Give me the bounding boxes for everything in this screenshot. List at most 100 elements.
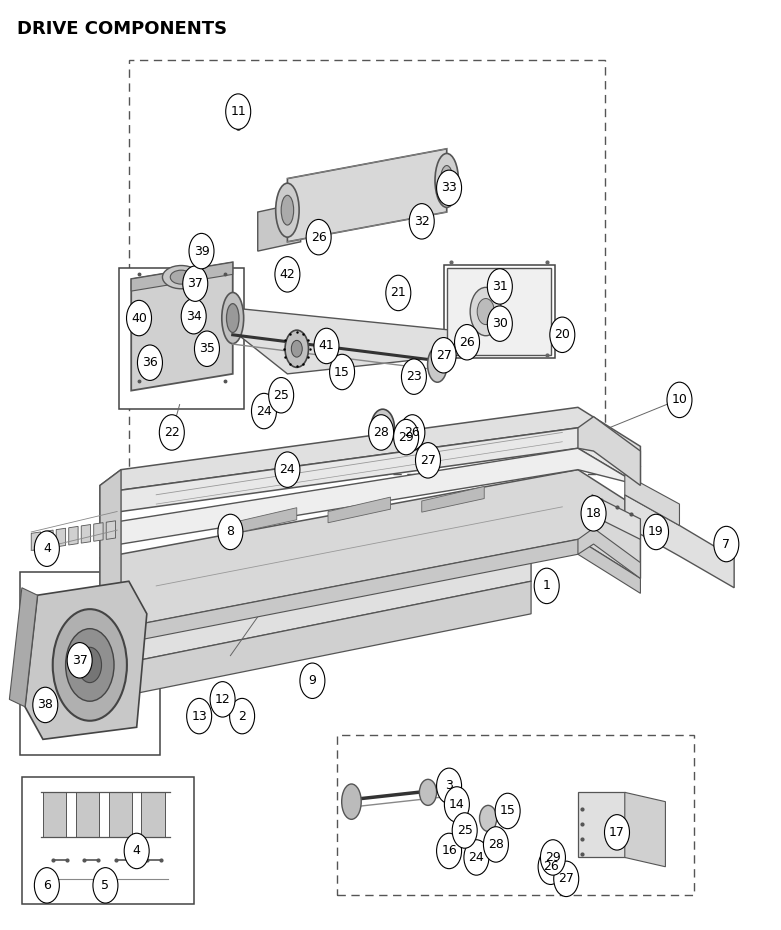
- Text: 28: 28: [373, 426, 389, 439]
- Text: 13: 13: [191, 710, 207, 723]
- Ellipse shape: [400, 415, 425, 450]
- Text: 21: 21: [390, 286, 406, 299]
- Text: 33: 33: [441, 181, 457, 194]
- Polygon shape: [131, 262, 233, 391]
- Ellipse shape: [419, 779, 437, 805]
- Ellipse shape: [480, 805, 497, 831]
- Polygon shape: [100, 428, 640, 525]
- Polygon shape: [31, 532, 41, 551]
- Text: 17: 17: [609, 826, 625, 839]
- Text: 3: 3: [445, 779, 453, 792]
- Polygon shape: [578, 792, 625, 857]
- Ellipse shape: [78, 647, 102, 683]
- Text: 28: 28: [488, 838, 504, 851]
- Ellipse shape: [667, 382, 692, 418]
- Text: 26: 26: [459, 336, 475, 349]
- Polygon shape: [241, 309, 475, 374]
- Bar: [109, 792, 132, 837]
- Ellipse shape: [269, 378, 294, 413]
- Ellipse shape: [409, 204, 434, 239]
- Ellipse shape: [437, 768, 462, 804]
- Ellipse shape: [554, 861, 579, 897]
- Ellipse shape: [300, 663, 325, 698]
- Polygon shape: [116, 581, 531, 698]
- Ellipse shape: [714, 526, 739, 562]
- Ellipse shape: [189, 233, 214, 269]
- Ellipse shape: [291, 340, 302, 357]
- Ellipse shape: [428, 347, 447, 382]
- Text: 30: 30: [492, 317, 508, 330]
- Ellipse shape: [52, 609, 127, 721]
- Text: 38: 38: [37, 698, 53, 711]
- Ellipse shape: [124, 833, 149, 869]
- Polygon shape: [56, 528, 66, 547]
- Ellipse shape: [33, 687, 58, 723]
- Polygon shape: [100, 470, 121, 644]
- Text: 36: 36: [142, 356, 158, 369]
- Text: 12: 12: [215, 693, 230, 706]
- Polygon shape: [100, 448, 640, 558]
- Ellipse shape: [477, 299, 494, 325]
- Bar: [119, 268, 244, 409]
- Ellipse shape: [34, 531, 59, 566]
- Text: 4: 4: [43, 542, 51, 555]
- Ellipse shape: [222, 292, 244, 344]
- Polygon shape: [578, 528, 640, 578]
- Bar: [141, 792, 165, 837]
- Text: 23: 23: [406, 370, 422, 383]
- Polygon shape: [625, 792, 665, 867]
- Text: 20: 20: [555, 328, 570, 341]
- Text: 24: 24: [256, 405, 272, 418]
- Text: 27: 27: [436, 349, 451, 362]
- Ellipse shape: [137, 345, 162, 380]
- Text: 31: 31: [492, 280, 508, 293]
- Ellipse shape: [444, 787, 469, 822]
- Ellipse shape: [181, 299, 206, 334]
- Ellipse shape: [369, 415, 394, 450]
- Ellipse shape: [226, 94, 251, 129]
- Ellipse shape: [401, 359, 426, 394]
- Ellipse shape: [437, 170, 462, 206]
- Ellipse shape: [534, 568, 559, 604]
- Ellipse shape: [464, 840, 489, 875]
- Ellipse shape: [394, 419, 419, 455]
- Polygon shape: [578, 417, 640, 485]
- Ellipse shape: [230, 698, 255, 734]
- Polygon shape: [625, 495, 734, 588]
- Text: 34: 34: [186, 310, 201, 323]
- Ellipse shape: [371, 409, 394, 446]
- Ellipse shape: [285, 330, 308, 367]
- Text: 15: 15: [500, 804, 515, 817]
- Ellipse shape: [183, 266, 208, 301]
- Ellipse shape: [67, 643, 92, 678]
- Polygon shape: [625, 474, 679, 525]
- Ellipse shape: [644, 514, 669, 550]
- Bar: [22, 777, 194, 904]
- Ellipse shape: [470, 287, 501, 336]
- Ellipse shape: [437, 833, 462, 869]
- Ellipse shape: [218, 514, 243, 550]
- Text: 22: 22: [164, 426, 180, 439]
- Polygon shape: [81, 525, 91, 543]
- Text: 40: 40: [131, 312, 147, 325]
- Polygon shape: [234, 508, 297, 534]
- Text: 10: 10: [672, 393, 687, 406]
- Text: 41: 41: [319, 339, 334, 352]
- Polygon shape: [69, 526, 78, 545]
- Text: 29: 29: [398, 431, 414, 444]
- Ellipse shape: [440, 166, 453, 195]
- Text: 25: 25: [457, 824, 473, 837]
- Ellipse shape: [187, 698, 212, 734]
- Ellipse shape: [251, 393, 276, 429]
- Ellipse shape: [170, 271, 192, 285]
- Ellipse shape: [281, 195, 294, 225]
- Ellipse shape: [127, 300, 152, 336]
- Ellipse shape: [386, 275, 411, 311]
- Ellipse shape: [93, 868, 118, 903]
- Ellipse shape: [226, 304, 239, 333]
- Text: 9: 9: [308, 674, 316, 687]
- Text: 4: 4: [133, 844, 141, 857]
- Polygon shape: [94, 523, 103, 541]
- Text: 27: 27: [420, 454, 436, 467]
- Text: 5: 5: [102, 879, 109, 892]
